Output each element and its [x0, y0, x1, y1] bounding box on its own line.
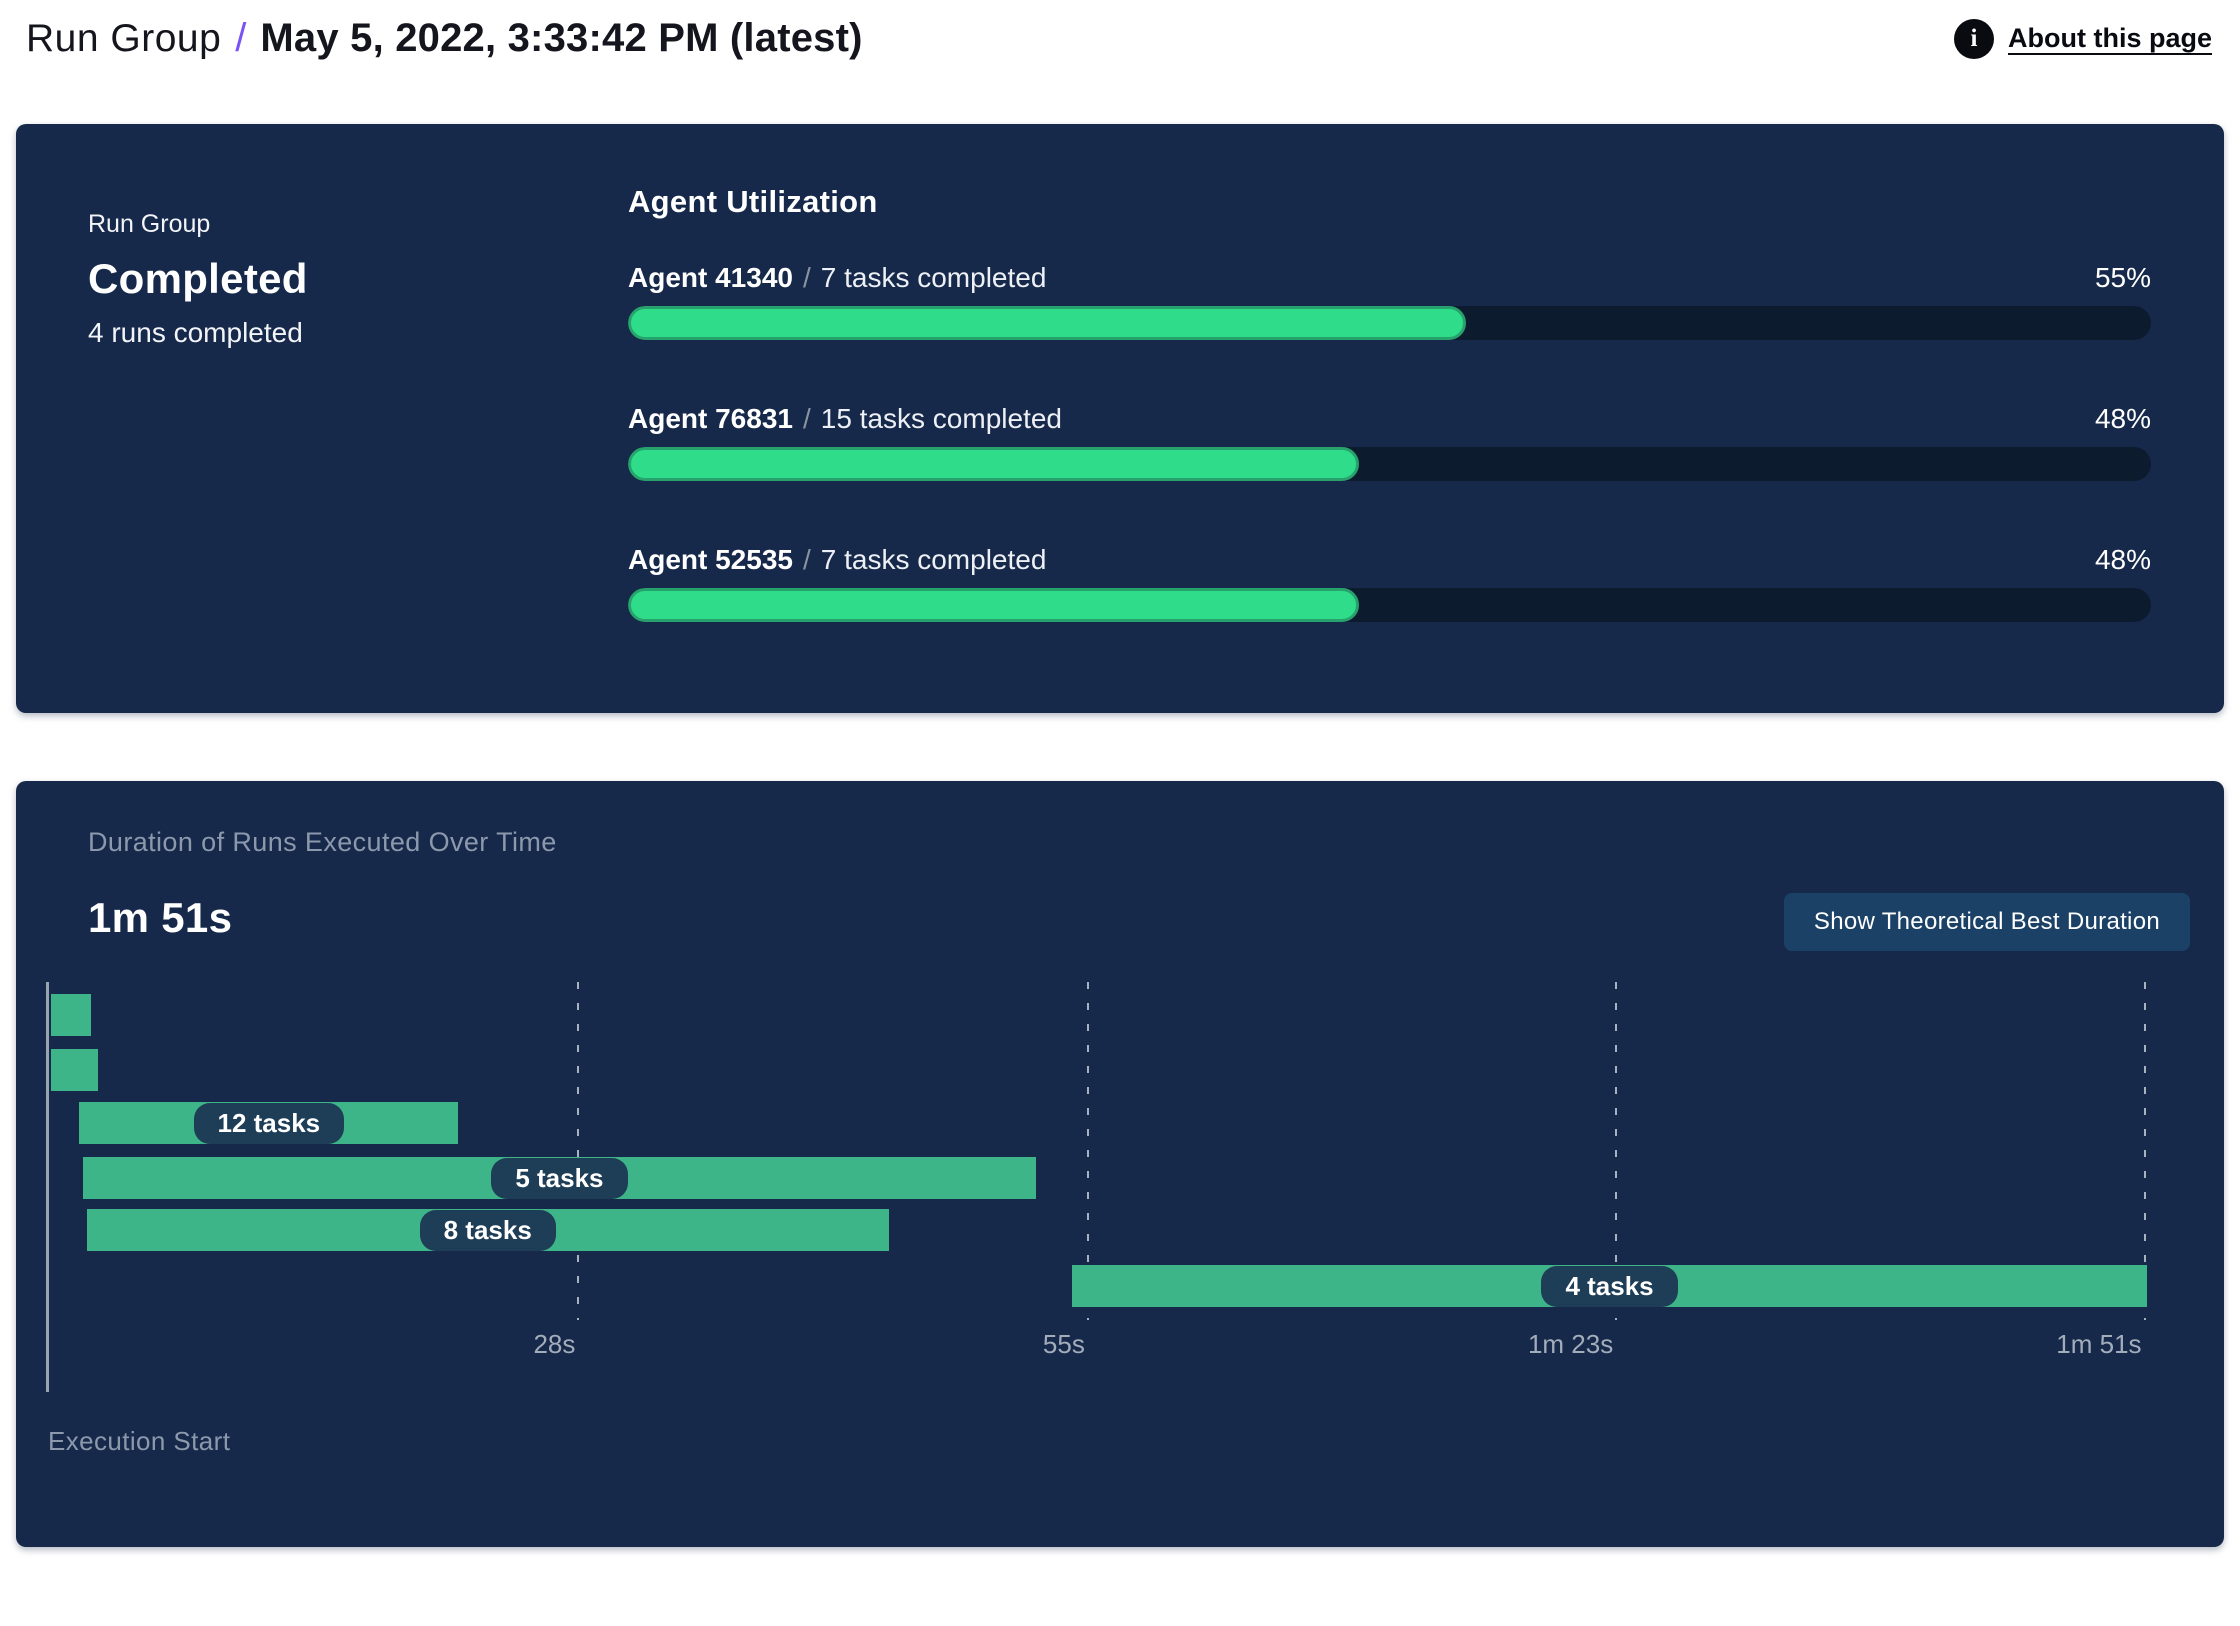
duration-gantt-chart: 12 tasks 5 tasks 8 tasks 4 tasks 28s 55s…: [16, 982, 2224, 1542]
breadcrumb-run-group: Run Group: [26, 17, 222, 60]
agent-separator: /: [802, 544, 811, 575]
axis-tick-label: 1m 51s: [2056, 1329, 2142, 1359]
gantt-run-bar[interactable]: [50, 994, 91, 1036]
gantt-task-count-badge: 4 tasks: [1541, 1265, 1678, 1307]
run-group-label: Run Group: [88, 210, 211, 238]
execution-start-axis-line: [46, 982, 49, 1392]
agent-utilization-row: Agent 52535 / 7 tasks completed 48%: [628, 544, 2151, 622]
agent-progress-fill: [628, 447, 1360, 481]
page-title: May 5, 2022, 3:33:42 PM (latest): [260, 16, 863, 60]
duration-panel: Duration of Runs Executed Over Time 1m 5…: [16, 781, 2224, 1547]
gantt-run-bar[interactable]: 4 tasks: [1071, 1265, 2148, 1307]
agent-name: Agent 41340: [628, 262, 793, 293]
gantt-task-count-badge: 12 tasks: [193, 1102, 345, 1144]
agent-utilization-rows: Agent 41340 / 7 tasks completed 55% Agen…: [628, 262, 2151, 622]
agent-tasks-completed: 7 tasks completed: [820, 262, 1047, 293]
agent-tasks-completed: 7 tasks completed: [820, 544, 1047, 575]
axis-tick-label: 28s: [533, 1329, 576, 1359]
gantt-gridline: [1086, 982, 1089, 1320]
gantt-run-bar[interactable]: [50, 1049, 99, 1091]
agent-utilization-percent: 48%: [2094, 403, 2151, 434]
info-icon[interactable]: i: [1954, 18, 1994, 59]
breadcrumb-separator: /: [235, 16, 247, 60]
agent-tasks-completed: 15 tasks completed: [820, 403, 1062, 434]
run-group-summary-panel: Run Group Completed 4 runs completed Age…: [16, 124, 2224, 713]
agent-utilization-row: Agent 41340 / 7 tasks completed 55%: [628, 262, 2151, 340]
gantt-run-bar[interactable]: 8 tasks: [86, 1209, 889, 1251]
about-this-page-link[interactable]: About this page: [2008, 23, 2212, 53]
agent-progress-fill: [628, 588, 1360, 622]
agent-utilization-percent: 55%: [2094, 262, 2151, 293]
agent-name: Agent 76831: [628, 403, 793, 434]
runs-completed-text: 4 runs completed: [88, 317, 303, 348]
agent-utilization-section: Agent Utilization Agent 41340 / 7 tasks …: [628, 124, 2151, 713]
total-duration-value: 1m 51s: [88, 894, 233, 941]
gantt-run-bar[interactable]: 12 tasks: [79, 1102, 459, 1144]
page-header: Run Group / May 5, 2022, 3:33:42 PM (lat…: [0, 0, 2240, 61]
agent-progress-track: [628, 588, 2151, 622]
breadcrumb: Run Group / May 5, 2022, 3:33:42 PM (lat…: [26, 16, 863, 61]
gantt-gridline: [2143, 982, 2146, 1320]
axis-tick-label: 55s: [1042, 1329, 1085, 1359]
agent-utilization-percent: 48%: [2094, 544, 2151, 575]
agent-separator: /: [802, 403, 811, 434]
duration-chart-title: Duration of Runs Executed Over Time: [88, 827, 557, 857]
agent-progress-track: [628, 306, 2151, 340]
gantt-run-bar[interactable]: 5 tasks: [82, 1157, 1036, 1199]
run-group-status-block: Run Group Completed 4 runs completed: [88, 124, 628, 713]
agent-utilization-row: Agent 76831 / 15 tasks completed 48%: [628, 403, 2151, 481]
show-theoretical-best-duration-button[interactable]: Show Theoretical Best Duration: [1783, 893, 2190, 951]
axis-tick-label: 1m 23s: [1527, 1329, 1614, 1359]
agent-progress-track: [628, 447, 2151, 481]
agent-name: Agent 52535: [628, 544, 793, 575]
agent-separator: /: [802, 262, 811, 293]
about-this-page[interactable]: i About this page: [1954, 18, 2212, 59]
agent-utilization-title: Agent Utilization: [628, 184, 878, 219]
execution-start-label: Execution Start: [48, 1426, 231, 1456]
agent-progress-fill: [628, 306, 1466, 340]
gantt-gridline: [1615, 982, 1618, 1320]
gantt-task-count-badge: 8 tasks: [419, 1209, 556, 1251]
gantt-gridline: [577, 982, 580, 1320]
gantt-task-count-badge: 5 tasks: [491, 1157, 628, 1199]
status-badge: Completed: [88, 255, 308, 302]
